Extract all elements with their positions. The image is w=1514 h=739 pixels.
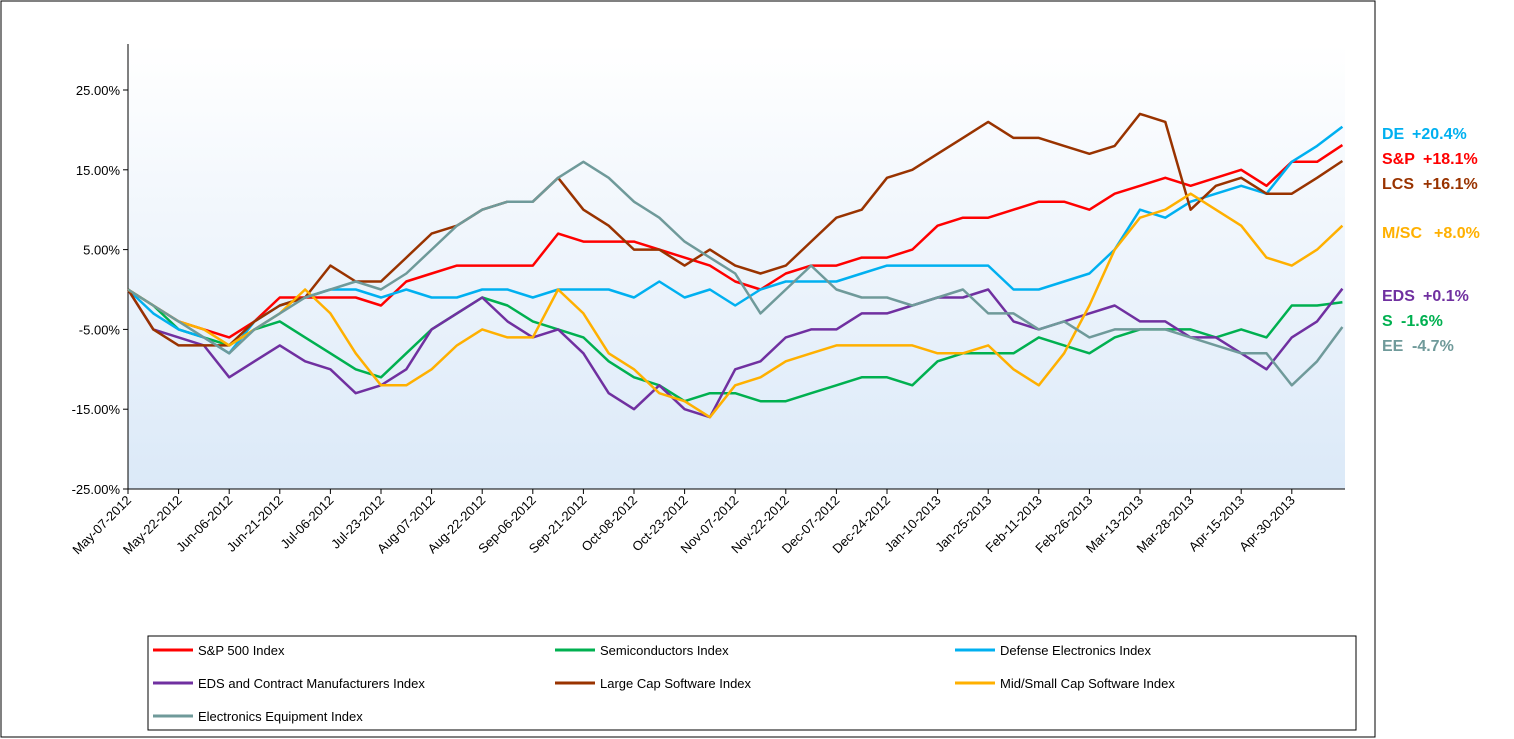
y-tick-label: -25.00% bbox=[72, 482, 121, 497]
y-tick-label: 25.00% bbox=[76, 83, 121, 98]
end-label-change: +0.1% bbox=[1423, 288, 1469, 305]
legend-label: S&P 500 Index bbox=[198, 643, 285, 658]
end-label-change: -4.7% bbox=[1412, 338, 1454, 355]
end-label-change: +18.1% bbox=[1423, 151, 1478, 168]
y-tick-label: -5.00% bbox=[79, 322, 121, 337]
legend-label: Semiconductors Index bbox=[600, 643, 729, 658]
y-tick-label: 5.00% bbox=[83, 243, 120, 258]
end-label-name: EE bbox=[1382, 338, 1404, 355]
legend-label: Electronics Equipment Index bbox=[198, 709, 363, 724]
end-label-change: +20.4% bbox=[1412, 126, 1467, 143]
series-line bbox=[127, 160, 1344, 387]
legend-label: Defense Electronics Index bbox=[1000, 643, 1152, 658]
legend-label: EDS and Contract Manufacturers Index bbox=[198, 676, 425, 691]
legend-box bbox=[147, 635, 1357, 731]
series-line bbox=[127, 144, 1344, 339]
end-label-name: LCS bbox=[1382, 176, 1414, 193]
y-tick-label: -15.00% bbox=[72, 402, 121, 417]
series-line bbox=[126, 287, 1344, 419]
series-line bbox=[127, 192, 1344, 419]
end-label-name: S&P bbox=[1382, 151, 1415, 168]
y-tick-label: 15.00% bbox=[76, 163, 121, 178]
end-label-change: -1.6% bbox=[1401, 313, 1443, 330]
series-line bbox=[126, 112, 1344, 347]
end-label-name: EDS bbox=[1382, 288, 1415, 305]
legend-label: Large Cap Software Index bbox=[600, 676, 752, 691]
end-label-change: +16.1% bbox=[1423, 176, 1478, 193]
end-label-change: +8.0% bbox=[1434, 225, 1480, 242]
end-label-name: DE bbox=[1382, 126, 1405, 143]
end-label-name: M/SC bbox=[1382, 225, 1422, 242]
legend-label: Mid/Small Cap Software Index bbox=[1000, 676, 1175, 691]
end-label-name: S bbox=[1382, 313, 1393, 330]
